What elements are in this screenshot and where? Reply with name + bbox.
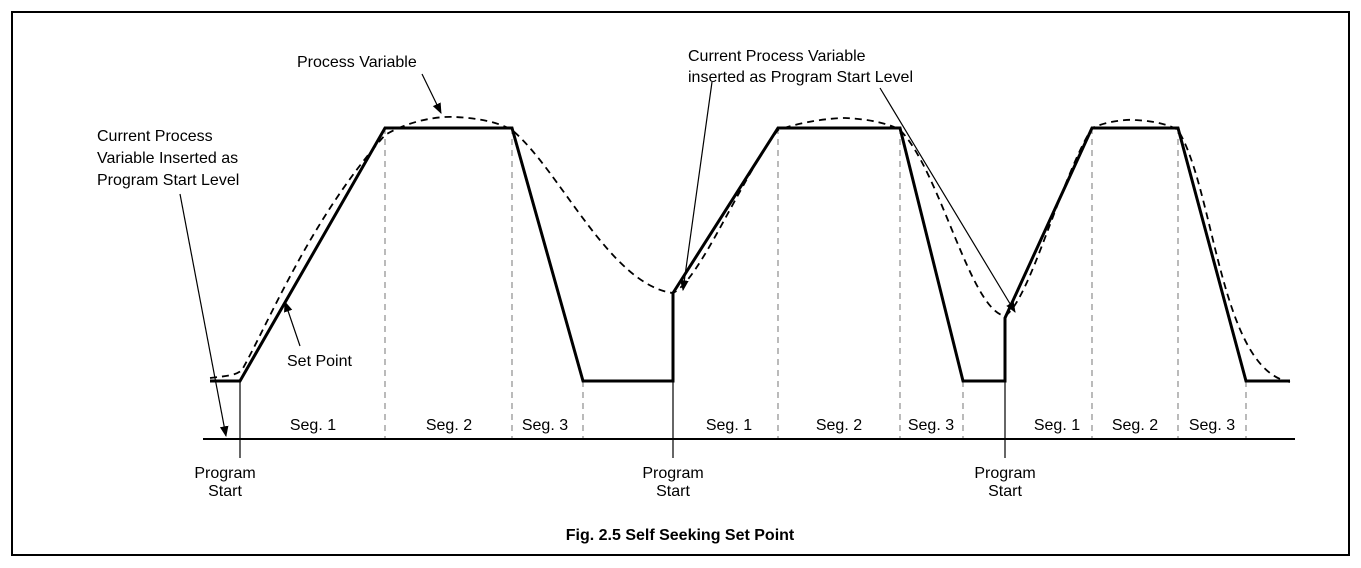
segment-label: Seg. 1 [1034,417,1080,434]
process-variable-label: Process Variable [297,54,417,71]
segment-label: Seg. 3 [908,417,954,434]
left-note-line: Program Start Level [97,172,239,189]
segment-label: Seg. 2 [1112,417,1158,434]
left-note-line: Current Process [97,128,213,145]
pointer-arrows [179,73,1016,438]
frame [11,11,1350,556]
set-point-label: Set Point [287,353,352,370]
program-start-label: Program [642,465,703,482]
segment-label: Seg. 3 [522,417,568,434]
segment-label: Seg. 1 [290,417,336,434]
program-start-lines [239,381,1006,458]
program-start-label: Start [656,483,690,500]
right-note-line: Current Process Variable [688,48,866,65]
program-start-label: Start [208,483,242,500]
segment-dividers [384,128,1247,439]
segment-label: Seg. 3 [1189,417,1235,434]
program-start-label: Program [194,465,255,482]
left-note-line: Variable Inserted as [97,150,238,167]
figure-caption: Fig. 2.5 Self Seeking Set Point [566,527,795,544]
segment-label: Seg. 1 [706,417,752,434]
segment-label: Seg. 2 [426,417,472,434]
process-variable-curve [209,115,1291,383]
program-start-label: Program [974,465,1035,482]
segment-label: Seg. 2 [816,417,862,434]
segment-labels: Seg. 1 Seg. 2 Seg. 3 Seg. 1 Seg. 2 Seg. 3 Seg.… [290,417,1235,434]
set-point-line [210,126,1290,383]
program-start-label: Start [988,483,1022,500]
right-note-line: inserted as Program Start Level [688,69,913,86]
